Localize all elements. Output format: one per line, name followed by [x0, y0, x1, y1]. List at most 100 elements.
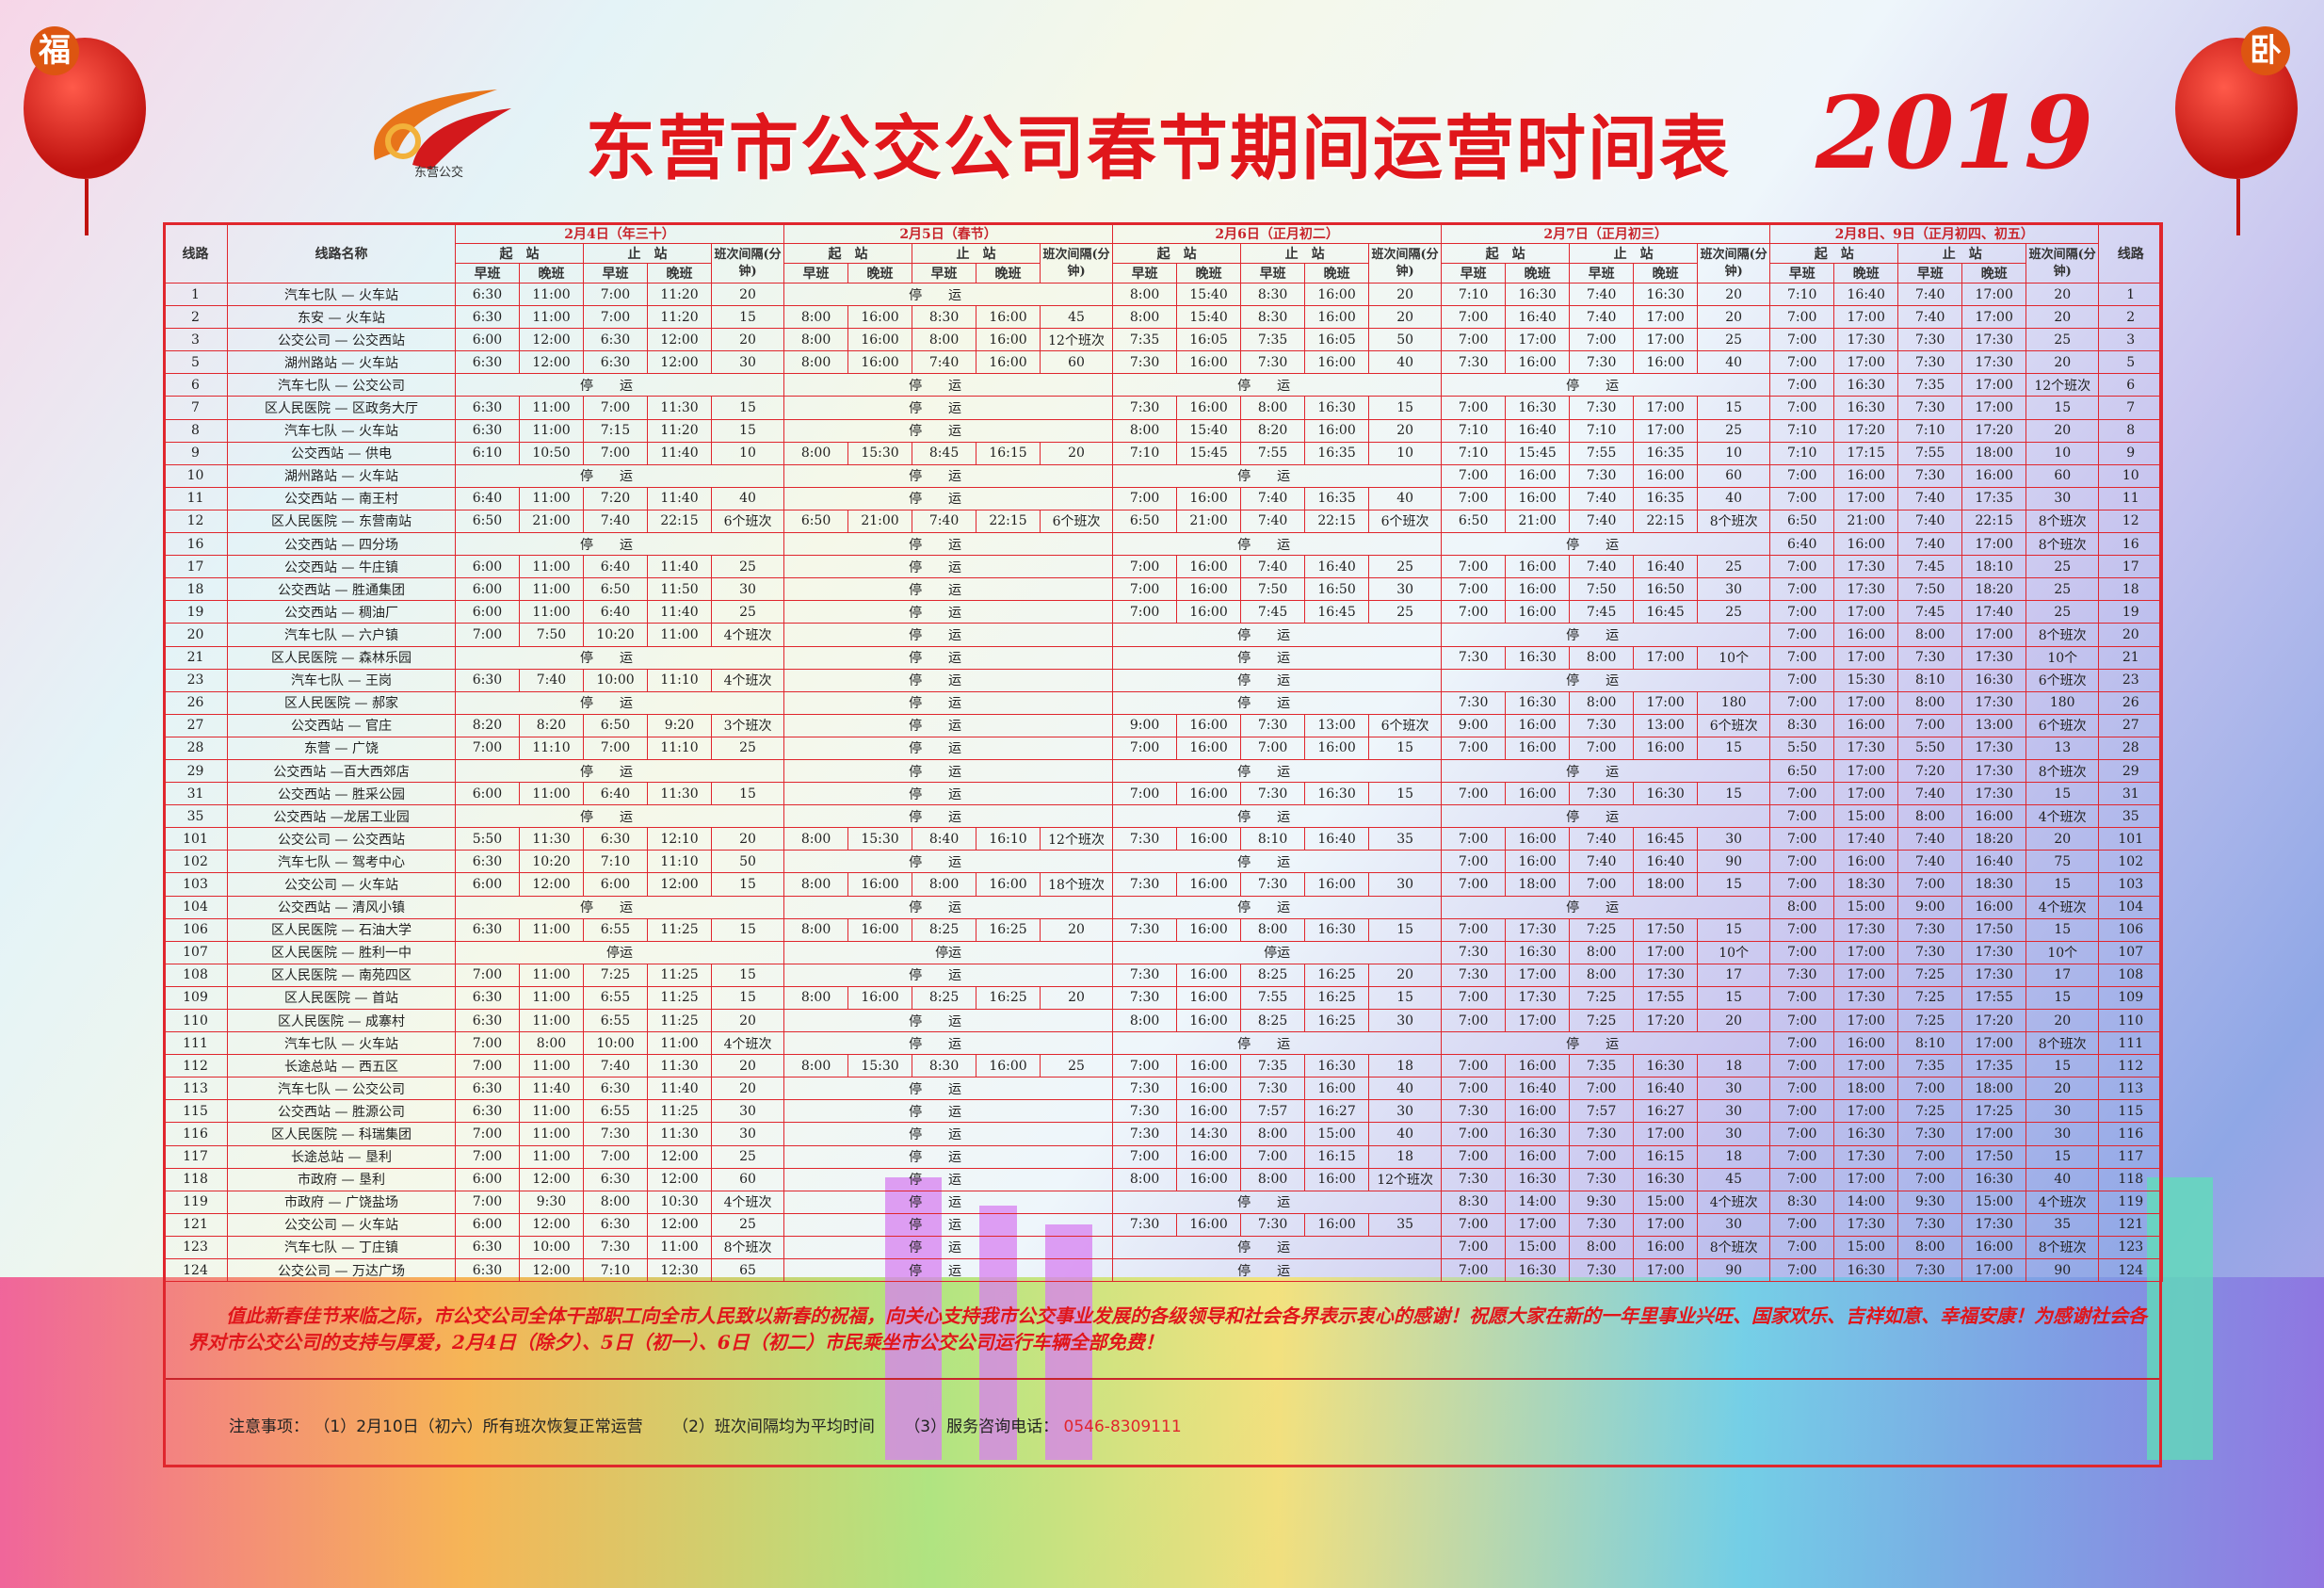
table-row: 107 区人民医院 — 胜利一中 停运 停运 停运 7:30 16:30 8:00 17:00 1… — [163, 940, 2164, 964]
end-early-cell: 8:30 — [1240, 305, 1306, 330]
service-suspended: 停运 — [783, 1190, 1114, 1214]
service-suspended: 停运 — [1112, 850, 1443, 874]
table-row: 5 湖州路站 — 火车站 6:30 12:00 6:30 12:00 30 8:00 16:00… — [163, 350, 2164, 375]
end-early-cell: 8:00 — [583, 1190, 648, 1214]
route-name: 市政府 — 广饶盐场 — [227, 1190, 456, 1214]
start-late-cell: 17:30 — [1833, 555, 1899, 579]
start-early-cell: 7:00 — [1769, 668, 1835, 692]
table-row: 6 汽车七队 — 公交公司 停运 停运 停运 停运 7:00 16:30 7:35 17:00 12… — [163, 373, 2164, 397]
interval-cell: 40 — [1368, 486, 1443, 510]
start-late-cell: 16:00 — [1505, 736, 1571, 760]
start-late-cell: 16:00 — [1833, 713, 1899, 737]
end-early-cell: 8:00 — [1569, 690, 1635, 715]
start-late-cell: 15:40 — [1176, 305, 1242, 330]
interval-cell: 20 — [2025, 418, 2100, 443]
start-late-cell: 17:00 — [1833, 645, 1899, 670]
start-early-cell: 8:00 — [1112, 282, 1178, 307]
header-start-station: 起 站 — [783, 243, 913, 264]
end-late-cell: 16:30 — [1961, 668, 2027, 692]
table-row: 2 东安 — 火车站 6:30 11:00 7:00 11:20 15 8:00 16:00 8:… — [163, 305, 2164, 330]
end-early-cell: 8:25 — [1240, 1008, 1306, 1033]
start-early-cell: 6:30 — [455, 1099, 520, 1124]
interval-cell: 45 — [1697, 1167, 1771, 1191]
start-early-cell: 7:00 — [455, 1122, 520, 1146]
end-early-cell: 7:45 — [1897, 600, 1963, 624]
route-name: 汽车七队 — 火车站 — [227, 418, 456, 443]
start-early-cell: 8:00 — [1112, 1008, 1178, 1033]
start-early-cell: 7:10 — [1112, 441, 1178, 465]
service-suspended: 停运 — [783, 600, 1114, 624]
line-number: 107 — [163, 940, 228, 964]
service-suspended: 停运 — [783, 418, 1114, 443]
line-number-right: 10 — [2098, 463, 2164, 488]
end-late-cell: 16:25 — [1304, 963, 1370, 987]
end-early-cell: 8:00 — [912, 328, 977, 352]
end-late-cell: 17:30 — [1961, 1212, 2027, 1237]
end-early-cell: 8:20 — [1240, 418, 1306, 443]
start-early-cell: 6:00 — [455, 872, 520, 897]
start-early-cell: 5:50 — [1769, 736, 1835, 760]
end-early-cell: 7:10 — [583, 850, 648, 874]
end-late-cell: 17:30 — [1961, 736, 2027, 760]
start-early-cell: 7:00 — [1769, 623, 1835, 647]
start-early-cell: 7:00 — [1441, 1054, 1507, 1078]
start-late-cell: 11:00 — [519, 1008, 584, 1033]
table-row: 26 区人民医院 — 郝家 停运 停运 停运 7:30 16:30 8:00 17:00 180 7… — [163, 690, 2164, 715]
table-row: 1 汽车七队 — 火车站 6:30 11:00 7:00 11:20 20 停运 8:00 15:… — [163, 282, 2164, 307]
end-late-cell: 12:00 — [647, 328, 712, 352]
start-late-cell: 16:00 — [1833, 850, 1899, 874]
start-early-cell: 7:30 — [1769, 963, 1835, 987]
service-suspended: 停运 — [783, 555, 1114, 579]
start-early-cell: 7:00 — [1769, 350, 1835, 375]
start-early-cell: 7:30 — [1112, 1099, 1178, 1124]
end-early-cell: 7:30 — [1569, 713, 1635, 737]
start-late-cell: 15:00 — [1505, 1235, 1571, 1260]
interval-cell: 8个班次 — [2025, 758, 2100, 784]
end-early-cell: 7:40 — [1569, 305, 1635, 330]
start-late-cell: 17:30 — [1505, 917, 1571, 942]
line-number-right: 117 — [2098, 1144, 2164, 1169]
service-suspended: 停运 — [783, 1008, 1114, 1033]
service-suspended: 停运 — [783, 623, 1114, 647]
start-early-cell: 8:00 — [1112, 1167, 1178, 1191]
interval-cell: 20 — [1040, 441, 1114, 465]
end-late-cell: 17:30 — [1961, 940, 2027, 964]
start-early-cell: 7:00 — [1112, 1144, 1178, 1169]
start-late-cell: 16:30 — [1505, 940, 1571, 964]
start-late-cell: 15:00 — [1833, 1235, 1899, 1260]
table-row: 12 区人民医院 — 东营南站 6:50 21:00 7:40 22:15 6个班次 6:50… — [163, 509, 2164, 534]
start-early-cell: 8:00 — [783, 917, 849, 942]
end-late-cell: 16:30 — [1304, 396, 1370, 420]
route-name: 公交西站 —龙居工业园 — [227, 804, 456, 829]
interval-cell: 30 — [710, 350, 785, 375]
interval-cell: 40 — [2025, 1167, 2100, 1191]
service-suspended: 停运 — [1441, 804, 1771, 829]
service-suspended: 停运 — [454, 373, 785, 397]
route-name: 公交西站 — 胜通集团 — [227, 577, 456, 602]
interval-cell: 15 — [2025, 1144, 2100, 1169]
end-late-cell: 17:35 — [1961, 1054, 2027, 1078]
end-early-cell: 6:30 — [583, 1212, 648, 1237]
end-early-cell: 6:40 — [583, 600, 648, 624]
header-date: 2月4日（年三十） — [454, 222, 785, 244]
end-late-cell: 17:30 — [1961, 758, 2027, 784]
interval-cell: 10个 — [1697, 940, 1771, 964]
header-early: 早班 — [912, 263, 977, 284]
header-date: 2月7日（正月初三） — [1441, 222, 1771, 244]
end-early-cell: 8:00 — [1569, 1235, 1635, 1260]
start-late-cell: 12:00 — [519, 350, 584, 375]
end-early-cell: 7:30 — [1240, 782, 1306, 806]
end-late-cell: 16:27 — [1633, 1099, 1699, 1124]
start-early-cell: 7:00 — [1769, 850, 1835, 874]
end-early-cell: 6:30 — [583, 827, 648, 851]
end-late-cell: 16:45 — [1304, 600, 1370, 624]
line-number: 116 — [163, 1122, 228, 1146]
end-early-cell: 7:35 — [1897, 373, 1963, 397]
end-late-cell: 12:00 — [647, 1167, 712, 1191]
end-early-cell: 8:10 — [1240, 827, 1306, 851]
end-early-cell: 8:00 — [1897, 804, 1963, 829]
start-late-cell: 17:00 — [1505, 1212, 1571, 1237]
start-early-cell: 7:00 — [1769, 804, 1835, 829]
end-early-cell: 6:30 — [583, 350, 648, 375]
end-late-cell: 16:00 — [1304, 1212, 1370, 1237]
